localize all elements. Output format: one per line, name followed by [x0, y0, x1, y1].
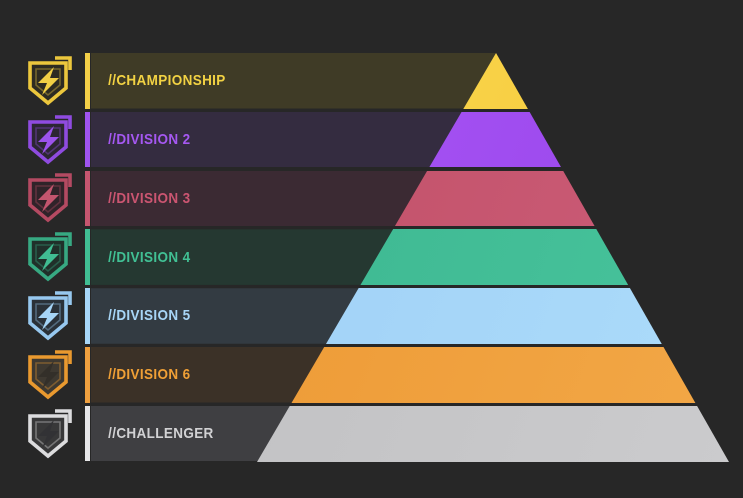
challenger-accent-bar — [84, 405, 90, 462]
division-3-label: //DIVISION 3 — [108, 189, 191, 207]
division-2-label: //DIVISION 2 — [108, 131, 191, 149]
division-4-label: //DIVISION 4 — [108, 248, 191, 266]
pyramid-band-division-6 — [257, 347, 729, 403]
championship-shield-icon — [23, 55, 75, 107]
division-6-accent-bar — [84, 347, 90, 403]
division-5-shield-icon — [23, 290, 75, 342]
challenger-shield-icon — [23, 408, 75, 460]
championship-row-panel: //CHAMPIONSHIP — [91, 53, 527, 109]
challenger-label: //CHALLENGER — [108, 425, 214, 443]
championship-accent-bar — [84, 53, 90, 109]
division-5-accent-bar — [84, 288, 90, 344]
division-3-shield-icon — [23, 172, 75, 224]
championship-label: //CHAMPIONSHIP — [108, 72, 226, 90]
division-6-label: //DIVISION 6 — [108, 366, 191, 384]
division-6-shield-icon — [23, 349, 75, 401]
row-championship: //CHAMPIONSHIP — [0, 53, 743, 109]
division-3-accent-bar — [84, 170, 90, 227]
row-division-3: //DIVISION 3 — [0, 170, 743, 227]
row-division-2: //DIVISION 2 — [0, 111, 743, 168]
pyramid-band-challenger — [257, 405, 729, 462]
division-5-label: //DIVISION 5 — [108, 307, 191, 325]
division-4-accent-bar — [84, 229, 90, 285]
division-2-shield-icon — [23, 114, 75, 166]
division-2-accent-bar — [84, 111, 90, 168]
division-4-shield-icon — [23, 231, 75, 283]
